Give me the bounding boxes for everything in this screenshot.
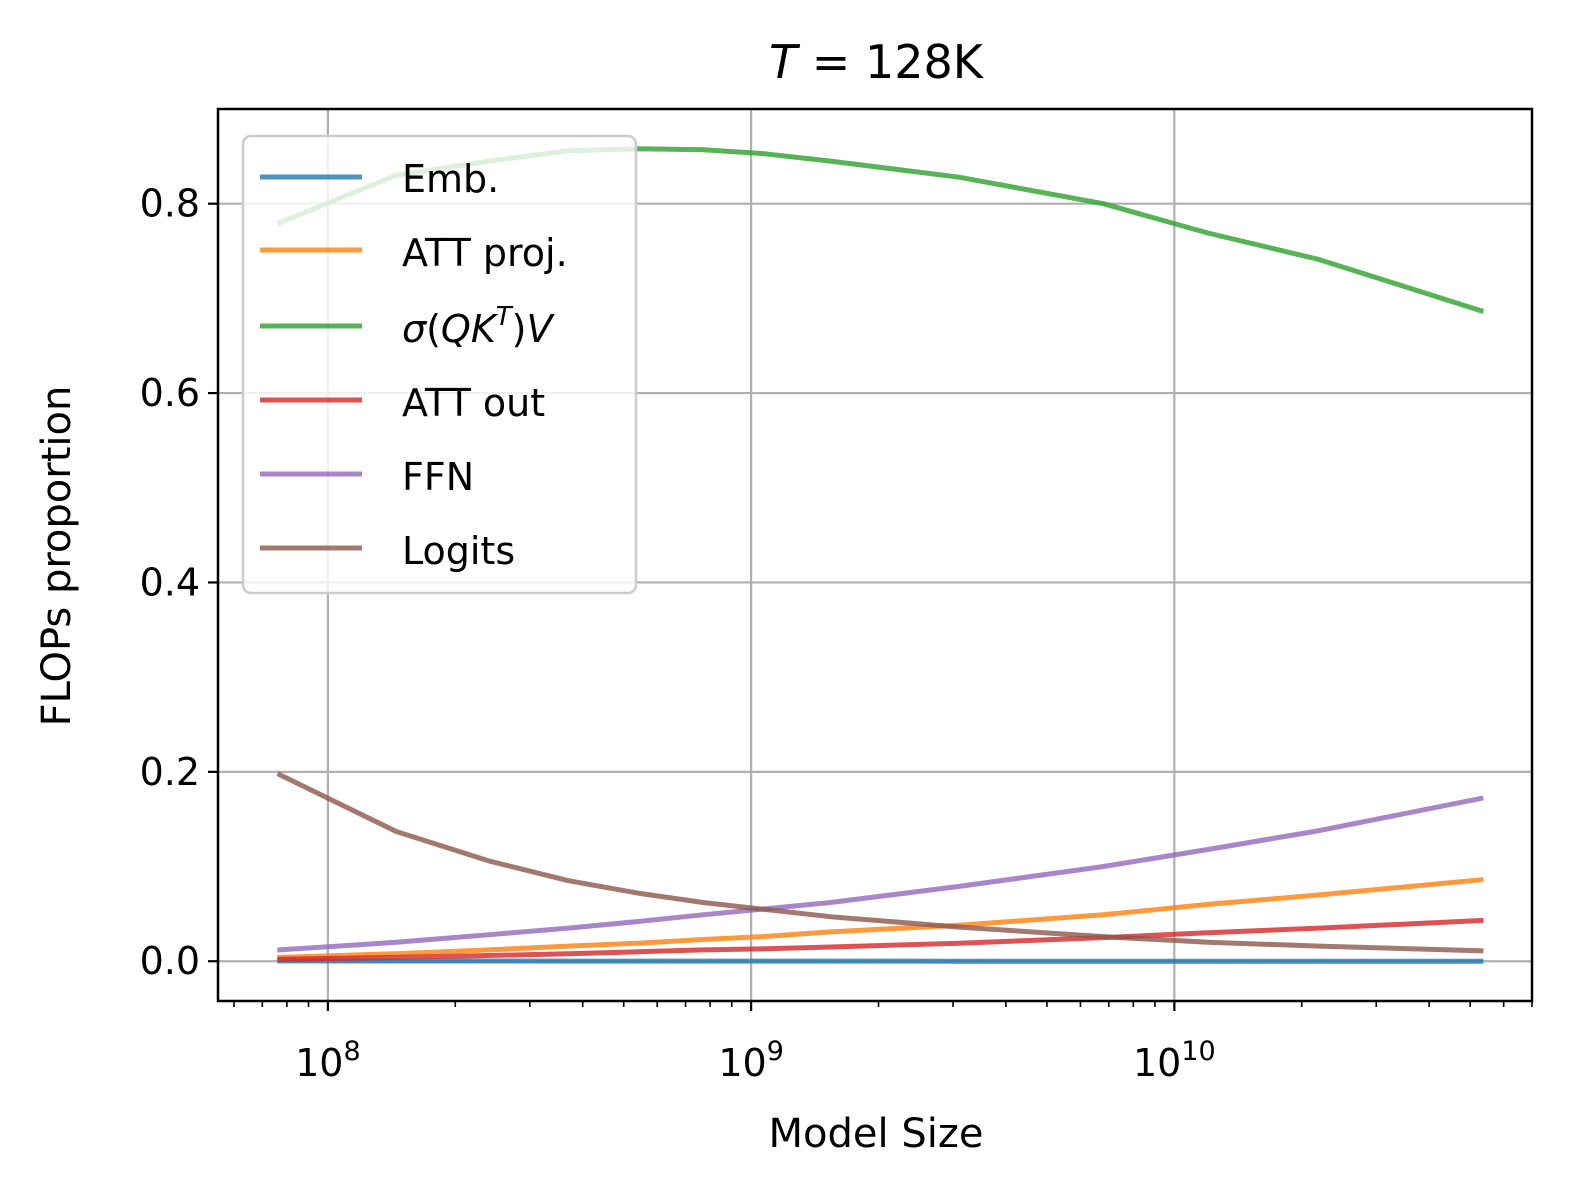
x-tick-label: 1010 (1133, 1036, 1216, 1085)
legend-label-ffn: FFN (402, 455, 474, 499)
chart-title-value: = 128K (797, 35, 985, 89)
legend-label-logits: Logits (402, 529, 515, 573)
y-axis-label: FLOPs proportion (34, 386, 80, 727)
y-tick-label: 0.4 (140, 560, 200, 604)
axis-ticks (208, 202, 1533, 1011)
legend-box (241, 134, 638, 595)
legend-label-attention-core: σ(QKT)V (402, 302, 555, 351)
x-axis-label: Model Size (769, 1111, 984, 1157)
y-tick-label: 0.8 (140, 182, 200, 226)
x-tick-label: 108 (295, 1036, 361, 1085)
legend-label-emb: Emb. (402, 157, 499, 201)
legend-label-q: Q (441, 307, 471, 351)
chart-title-variable: T (769, 35, 801, 89)
legend-swatches (260, 174, 362, 551)
legend: Emb. ATT proj. σ(QKT)V ATT out FFN Logit… (241, 134, 638, 595)
x-tick-labels: 108 109 1010 (295, 1036, 1216, 1085)
y-tick-label: 0.2 (140, 750, 200, 794)
y-tick-labels: 0.0 0.2 0.4 0.6 0.8 (140, 182, 200, 984)
series-line-logits (276, 771, 1484, 954)
legend-label-open-paren: ( (426, 307, 441, 351)
y-tick-label: 0.0 (140, 939, 200, 983)
y-tick-label: 0.6 (140, 371, 200, 415)
series-line-att-out (277, 917, 1484, 962)
axes-frame (216, 107, 1534, 1003)
legend-label-att-proj: ATT proj. (402, 231, 568, 275)
legend-label-att-out: ATT out (402, 381, 545, 425)
chart-title: T = 128K (769, 35, 985, 89)
series-line-att-proj (277, 877, 1484, 960)
legend-label-v: V (526, 307, 555, 351)
legend-label-sigma: σ (402, 307, 428, 351)
x-tick-label: 109 (718, 1036, 784, 1085)
legend-label-superscript-t: T (496, 302, 514, 332)
legend-label-close-paren: ) (512, 307, 527, 351)
legend-label-k: K (471, 307, 499, 351)
